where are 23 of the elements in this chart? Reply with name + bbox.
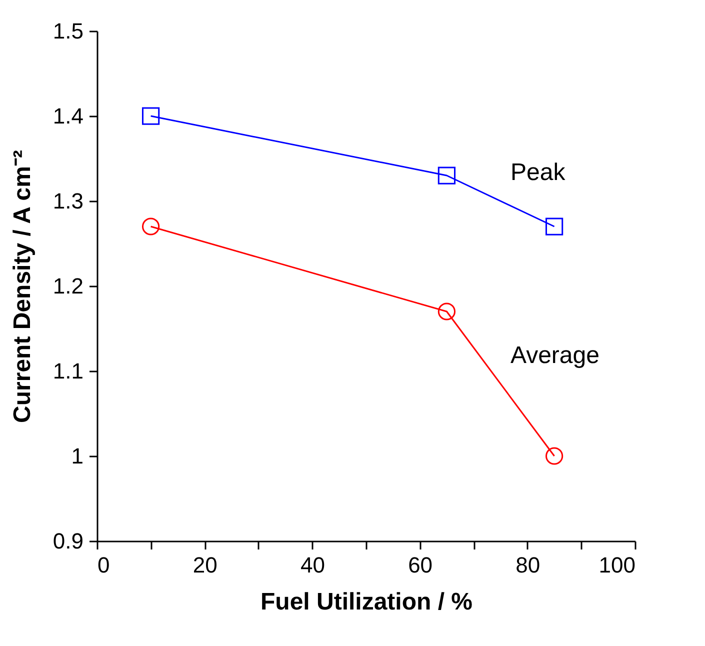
x-tick-label: 100 — [598, 552, 636, 578]
x-tick-label: 20 — [192, 552, 218, 578]
y-tick-label: 1.5 — [52, 18, 84, 44]
x-tick-label: 40 — [300, 552, 325, 578]
y-tick-label: 1.2 — [52, 274, 84, 298]
y-tick-label: 1 — [71, 444, 84, 468]
point — [142, 218, 160, 236]
point — [438, 166, 456, 184]
point — [545, 447, 564, 465]
y-tick-label: 1.3 — [52, 188, 84, 214]
y-tick-label: 0.9 — [52, 528, 84, 554]
x-tick-label: 60 — [408, 552, 433, 578]
series-label: Peak — [510, 159, 566, 186]
y-tick-label: 1.4 — [52, 104, 84, 128]
point — [438, 302, 456, 320]
series-label: Average — [510, 342, 600, 369]
y-axis-title: Current Density / A cm⁻² — [8, 150, 36, 423]
x-tick-label: 0 — [98, 552, 110, 578]
point — [142, 107, 160, 125]
y-tick-label: 1.1 — [52, 358, 84, 384]
x-axis-title: Fuel Utilization / % — [260, 588, 473, 616]
x-tick-label: 80 — [516, 552, 540, 578]
point — [545, 218, 564, 236]
